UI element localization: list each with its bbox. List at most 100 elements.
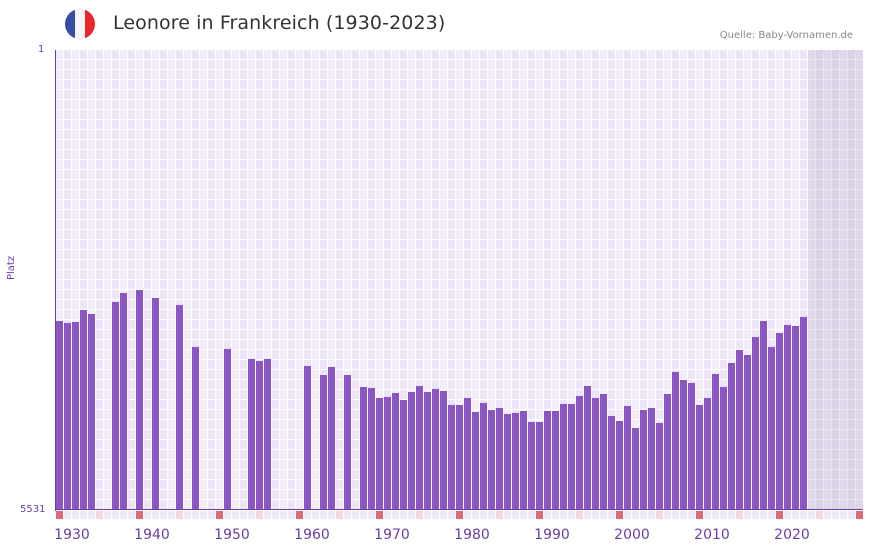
bar-2017[interactable] [752, 336, 759, 510]
year-marker [504, 511, 511, 519]
bar-1963[interactable] [320, 375, 327, 510]
bar-1954[interactable] [248, 359, 255, 510]
year-marker [160, 511, 167, 519]
bar-2019[interactable] [768, 346, 775, 510]
bar-1991[interactable] [544, 411, 551, 510]
bar-2021[interactable] [784, 325, 791, 510]
bar-1982[interactable] [472, 412, 479, 510]
bar-1930[interactable] [56, 321, 63, 510]
bar-2023[interactable] [800, 317, 807, 510]
bar-2000[interactable] [616, 421, 623, 510]
year-marker [136, 511, 143, 519]
bar-2018[interactable] [760, 321, 767, 510]
year-marker [632, 511, 639, 519]
bar-1985[interactable] [496, 408, 503, 510]
bar-1945[interactable] [176, 305, 183, 510]
grid-column [408, 50, 415, 510]
bar-1984[interactable] [488, 410, 495, 510]
bar-1961[interactable] [304, 366, 311, 510]
bar-1940[interactable] [136, 289, 143, 510]
bar-2022[interactable] [792, 326, 799, 510]
grid-column [208, 50, 215, 510]
bar-2009[interactable] [688, 382, 695, 510]
bar-1937[interactable] [112, 302, 119, 510]
bar-1955[interactable] [256, 361, 263, 510]
bar-2016[interactable] [744, 355, 751, 510]
year-marker [648, 511, 655, 519]
bar-2011[interactable] [704, 398, 711, 510]
bar-1973[interactable] [400, 400, 407, 510]
bar-1942[interactable] [152, 297, 159, 510]
bar-1999[interactable] [608, 416, 615, 510]
bar-1979[interactable] [448, 405, 455, 510]
grid-column [600, 50, 607, 510]
bar-1989[interactable] [528, 422, 535, 510]
bar-2015[interactable] [736, 350, 743, 510]
bar-1976[interactable] [424, 392, 431, 510]
grid-column [568, 50, 575, 510]
bar-2002[interactable] [632, 428, 639, 510]
bar-1992[interactable] [552, 411, 559, 510]
bar-1956[interactable] [264, 359, 271, 510]
grid-column [480, 50, 487, 510]
bar-2001[interactable] [624, 406, 631, 510]
bar-1966[interactable] [344, 375, 351, 510]
bar-2010[interactable] [696, 405, 703, 510]
grid-column [312, 50, 319, 510]
bar-2003[interactable] [640, 410, 647, 510]
year-marker [840, 511, 847, 519]
bar-1980[interactable] [456, 405, 463, 510]
year-marker [640, 511, 647, 519]
bar-1969[interactable] [368, 387, 375, 510]
bar-1932[interactable] [72, 322, 79, 510]
year-marker [424, 511, 431, 519]
bar-1934[interactable] [88, 314, 95, 510]
bar-1987[interactable] [512, 413, 519, 510]
bar-1972[interactable] [392, 393, 399, 510]
year-marker [656, 511, 663, 519]
bar-2006[interactable] [664, 394, 671, 510]
bar-1951[interactable] [224, 348, 231, 510]
bar-1977[interactable] [432, 389, 439, 510]
bar-1938[interactable] [120, 292, 127, 510]
bar-2012[interactable] [712, 374, 719, 510]
bar-1947[interactable] [192, 346, 199, 510]
year-marker [760, 511, 767, 519]
grid-column [696, 50, 703, 510]
bar-1983[interactable] [480, 403, 487, 510]
bar-1978[interactable] [440, 391, 447, 510]
grid-column [672, 50, 679, 510]
bar-2014[interactable] [728, 363, 735, 510]
bar-1974[interactable] [408, 392, 415, 510]
year-marker [64, 511, 71, 519]
grid-column [200, 50, 207, 510]
bar-1970[interactable] [376, 398, 383, 510]
bar-1964[interactable] [328, 367, 335, 510]
bar-1931[interactable] [64, 323, 71, 510]
bar-1990[interactable] [536, 422, 543, 510]
bar-1996[interactable] [584, 385, 591, 510]
bar-1933[interactable] [80, 310, 87, 510]
bar-2013[interactable] [720, 386, 727, 510]
bar-1994[interactable] [568, 404, 575, 510]
bar-2004[interactable] [648, 408, 655, 510]
bar-2008[interactable] [680, 380, 687, 510]
year-marker [848, 511, 855, 519]
year-marker [264, 511, 271, 519]
x-tick-label: 1980 [454, 527, 490, 543]
bar-1971[interactable] [384, 397, 391, 510]
bar-2020[interactable] [776, 333, 783, 510]
bar-2005[interactable] [656, 423, 663, 510]
bar-1986[interactable] [504, 414, 511, 510]
bar-1975[interactable] [416, 385, 423, 510]
bar-1995[interactable] [576, 396, 583, 510]
bar-1988[interactable] [520, 411, 527, 510]
bar-1968[interactable] [360, 386, 367, 510]
bar-1998[interactable] [600, 394, 607, 510]
bar-1993[interactable] [560, 404, 567, 510]
bar-2007[interactable] [672, 372, 679, 510]
grid-column [152, 50, 159, 510]
grid-column [288, 50, 295, 510]
bar-1997[interactable] [592, 398, 599, 510]
bar-1981[interactable] [464, 398, 471, 510]
